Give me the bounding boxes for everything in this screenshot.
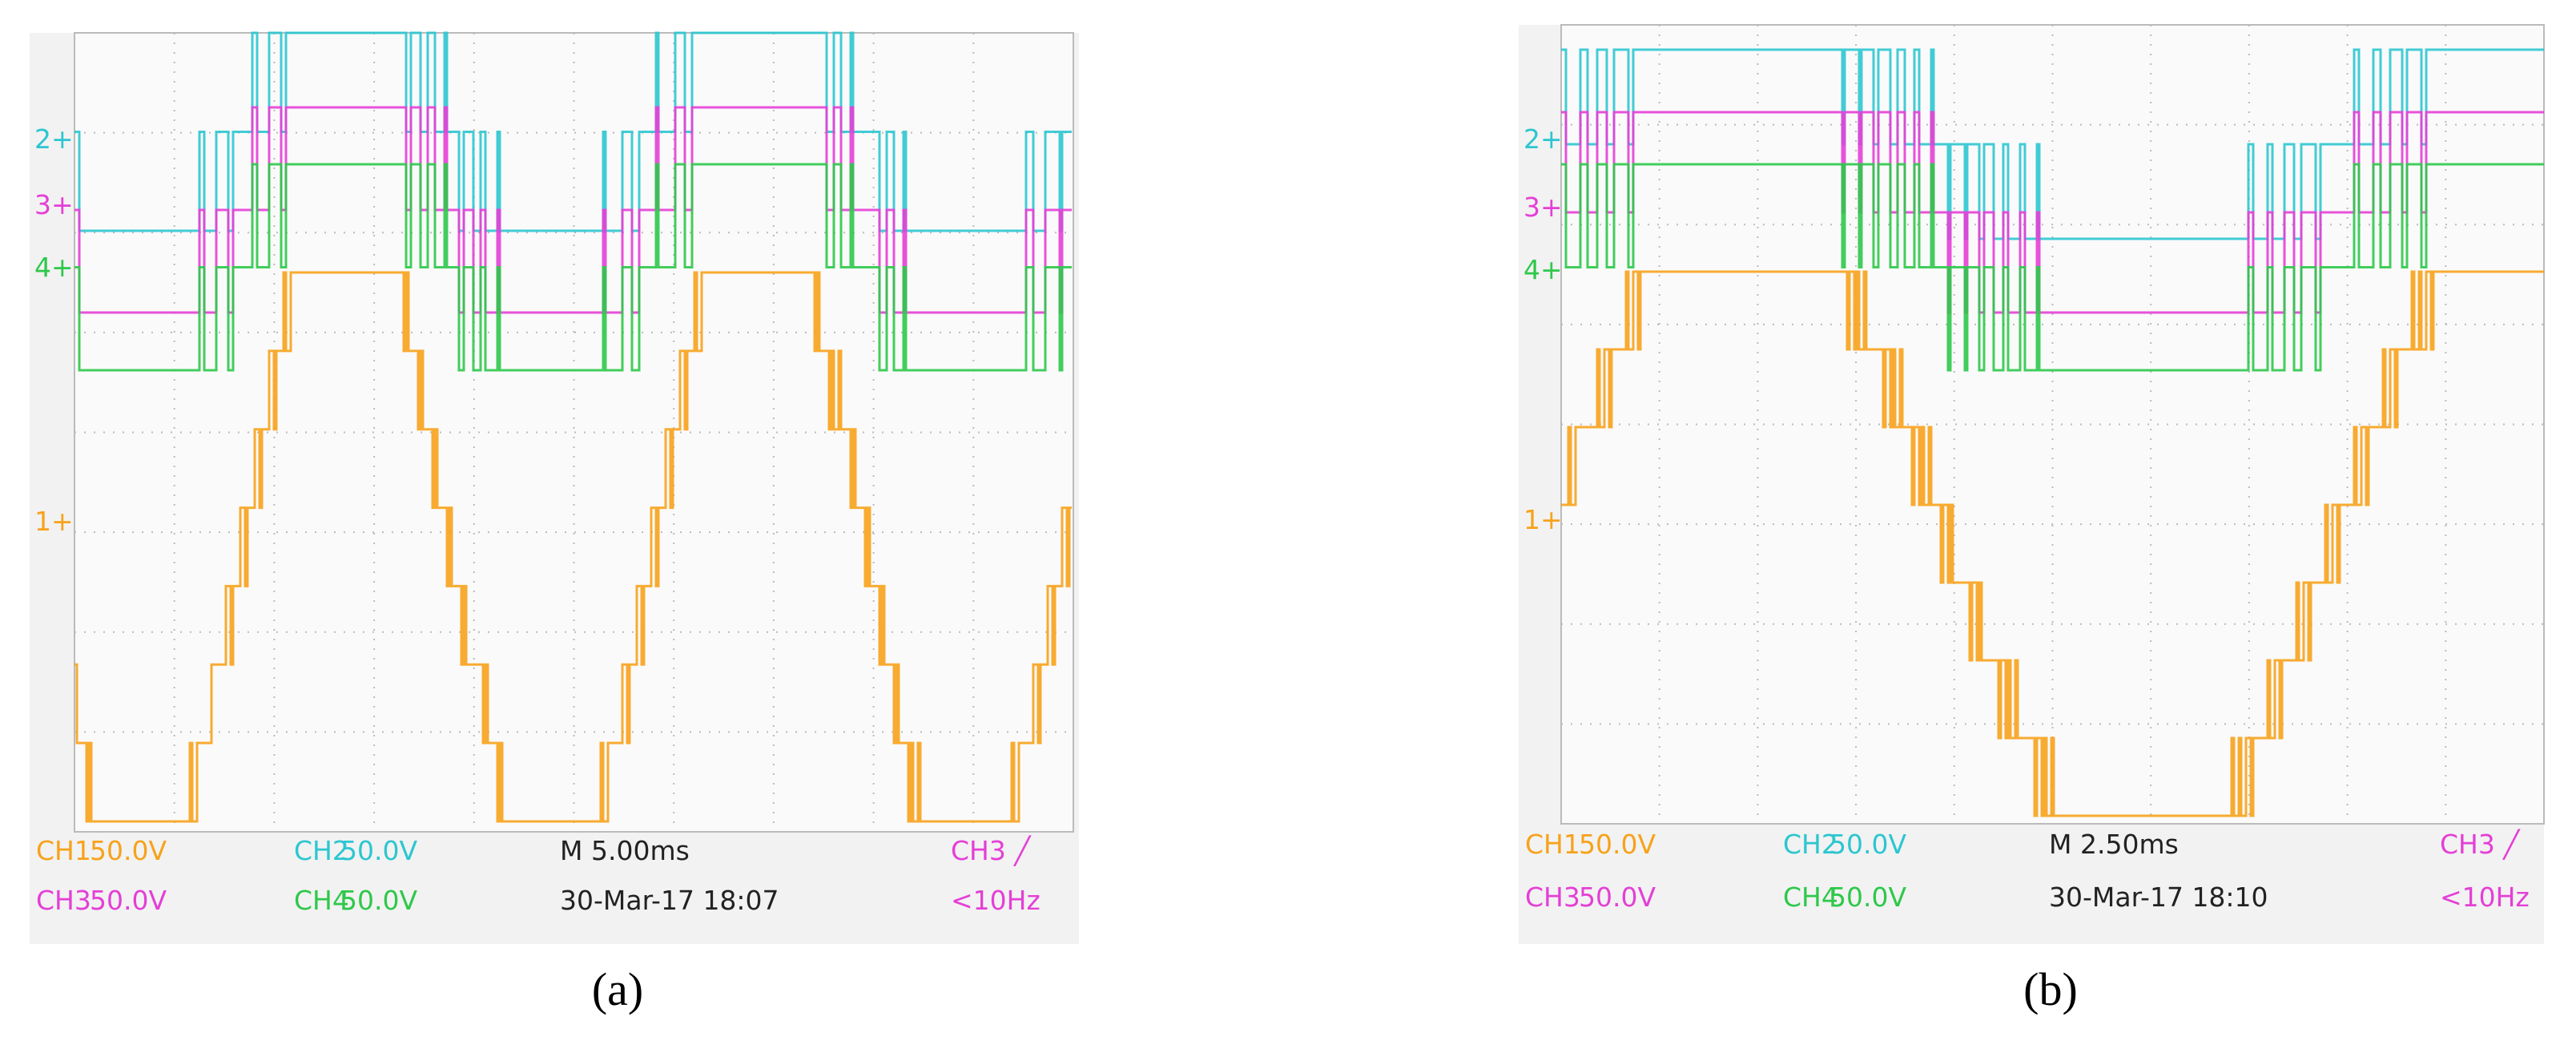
channel-marker: 4+ <box>34 252 74 283</box>
readout-text: CH3 ╱ <box>2440 829 2521 860</box>
readout-text: CH3 <box>1525 882 1580 913</box>
readout-text: CH3 <box>36 885 91 916</box>
readout-text: M 2.50ms <box>2049 829 2179 860</box>
readout-text: CH3 ╱ <box>951 835 1032 866</box>
waveform <box>74 271 1072 823</box>
readout-text: 30-Mar-17 18:10 <box>2049 882 2268 913</box>
readout-text: <10Hz <box>2440 882 2530 913</box>
channel-marker: 1+ <box>1523 504 1563 535</box>
readout-text: 50.0V <box>1829 829 1906 860</box>
grid-area <box>74 32 1074 833</box>
readout-text: 50.0V <box>90 835 167 866</box>
caption: (b) <box>2023 963 2078 1015</box>
readout-text: 50.0V <box>1829 882 1906 913</box>
channel-marker: 4+ <box>1523 254 1563 285</box>
waveform <box>1561 111 2544 314</box>
readout-text: 30-Mar-17 18:07 <box>560 885 779 916</box>
channel-marker: 2+ <box>34 123 74 155</box>
waveform <box>1561 48 2544 240</box>
waveform <box>74 163 1072 372</box>
readout-text: CH4 <box>294 885 349 916</box>
readout-text: CH1 <box>1525 829 1580 860</box>
readout-text: CH2 <box>294 835 349 866</box>
readout-text: <10Hz <box>951 885 1040 916</box>
readout-text: CH2 <box>1783 829 1838 860</box>
channel-marker: 3+ <box>1523 192 1563 223</box>
readout-text: M 5.00ms <box>560 835 690 866</box>
readout-text: 50.0V <box>340 835 417 866</box>
readout-text: 50.0V <box>1579 829 1656 860</box>
channel-marker: 3+ <box>34 189 74 220</box>
readout-text: 50.0V <box>90 885 167 916</box>
readout-text: 50.0V <box>340 885 417 916</box>
readout-text: 50.0V <box>1579 882 1656 913</box>
caption: (a) <box>592 963 643 1015</box>
waveform <box>1561 163 2544 372</box>
waveform <box>1561 270 2544 817</box>
channel-marker: 1+ <box>34 506 74 537</box>
readout-text: CH4 <box>1783 882 1838 913</box>
channel-marker: 2+ <box>1523 123 1563 155</box>
readout-text: CH1 <box>36 835 91 866</box>
